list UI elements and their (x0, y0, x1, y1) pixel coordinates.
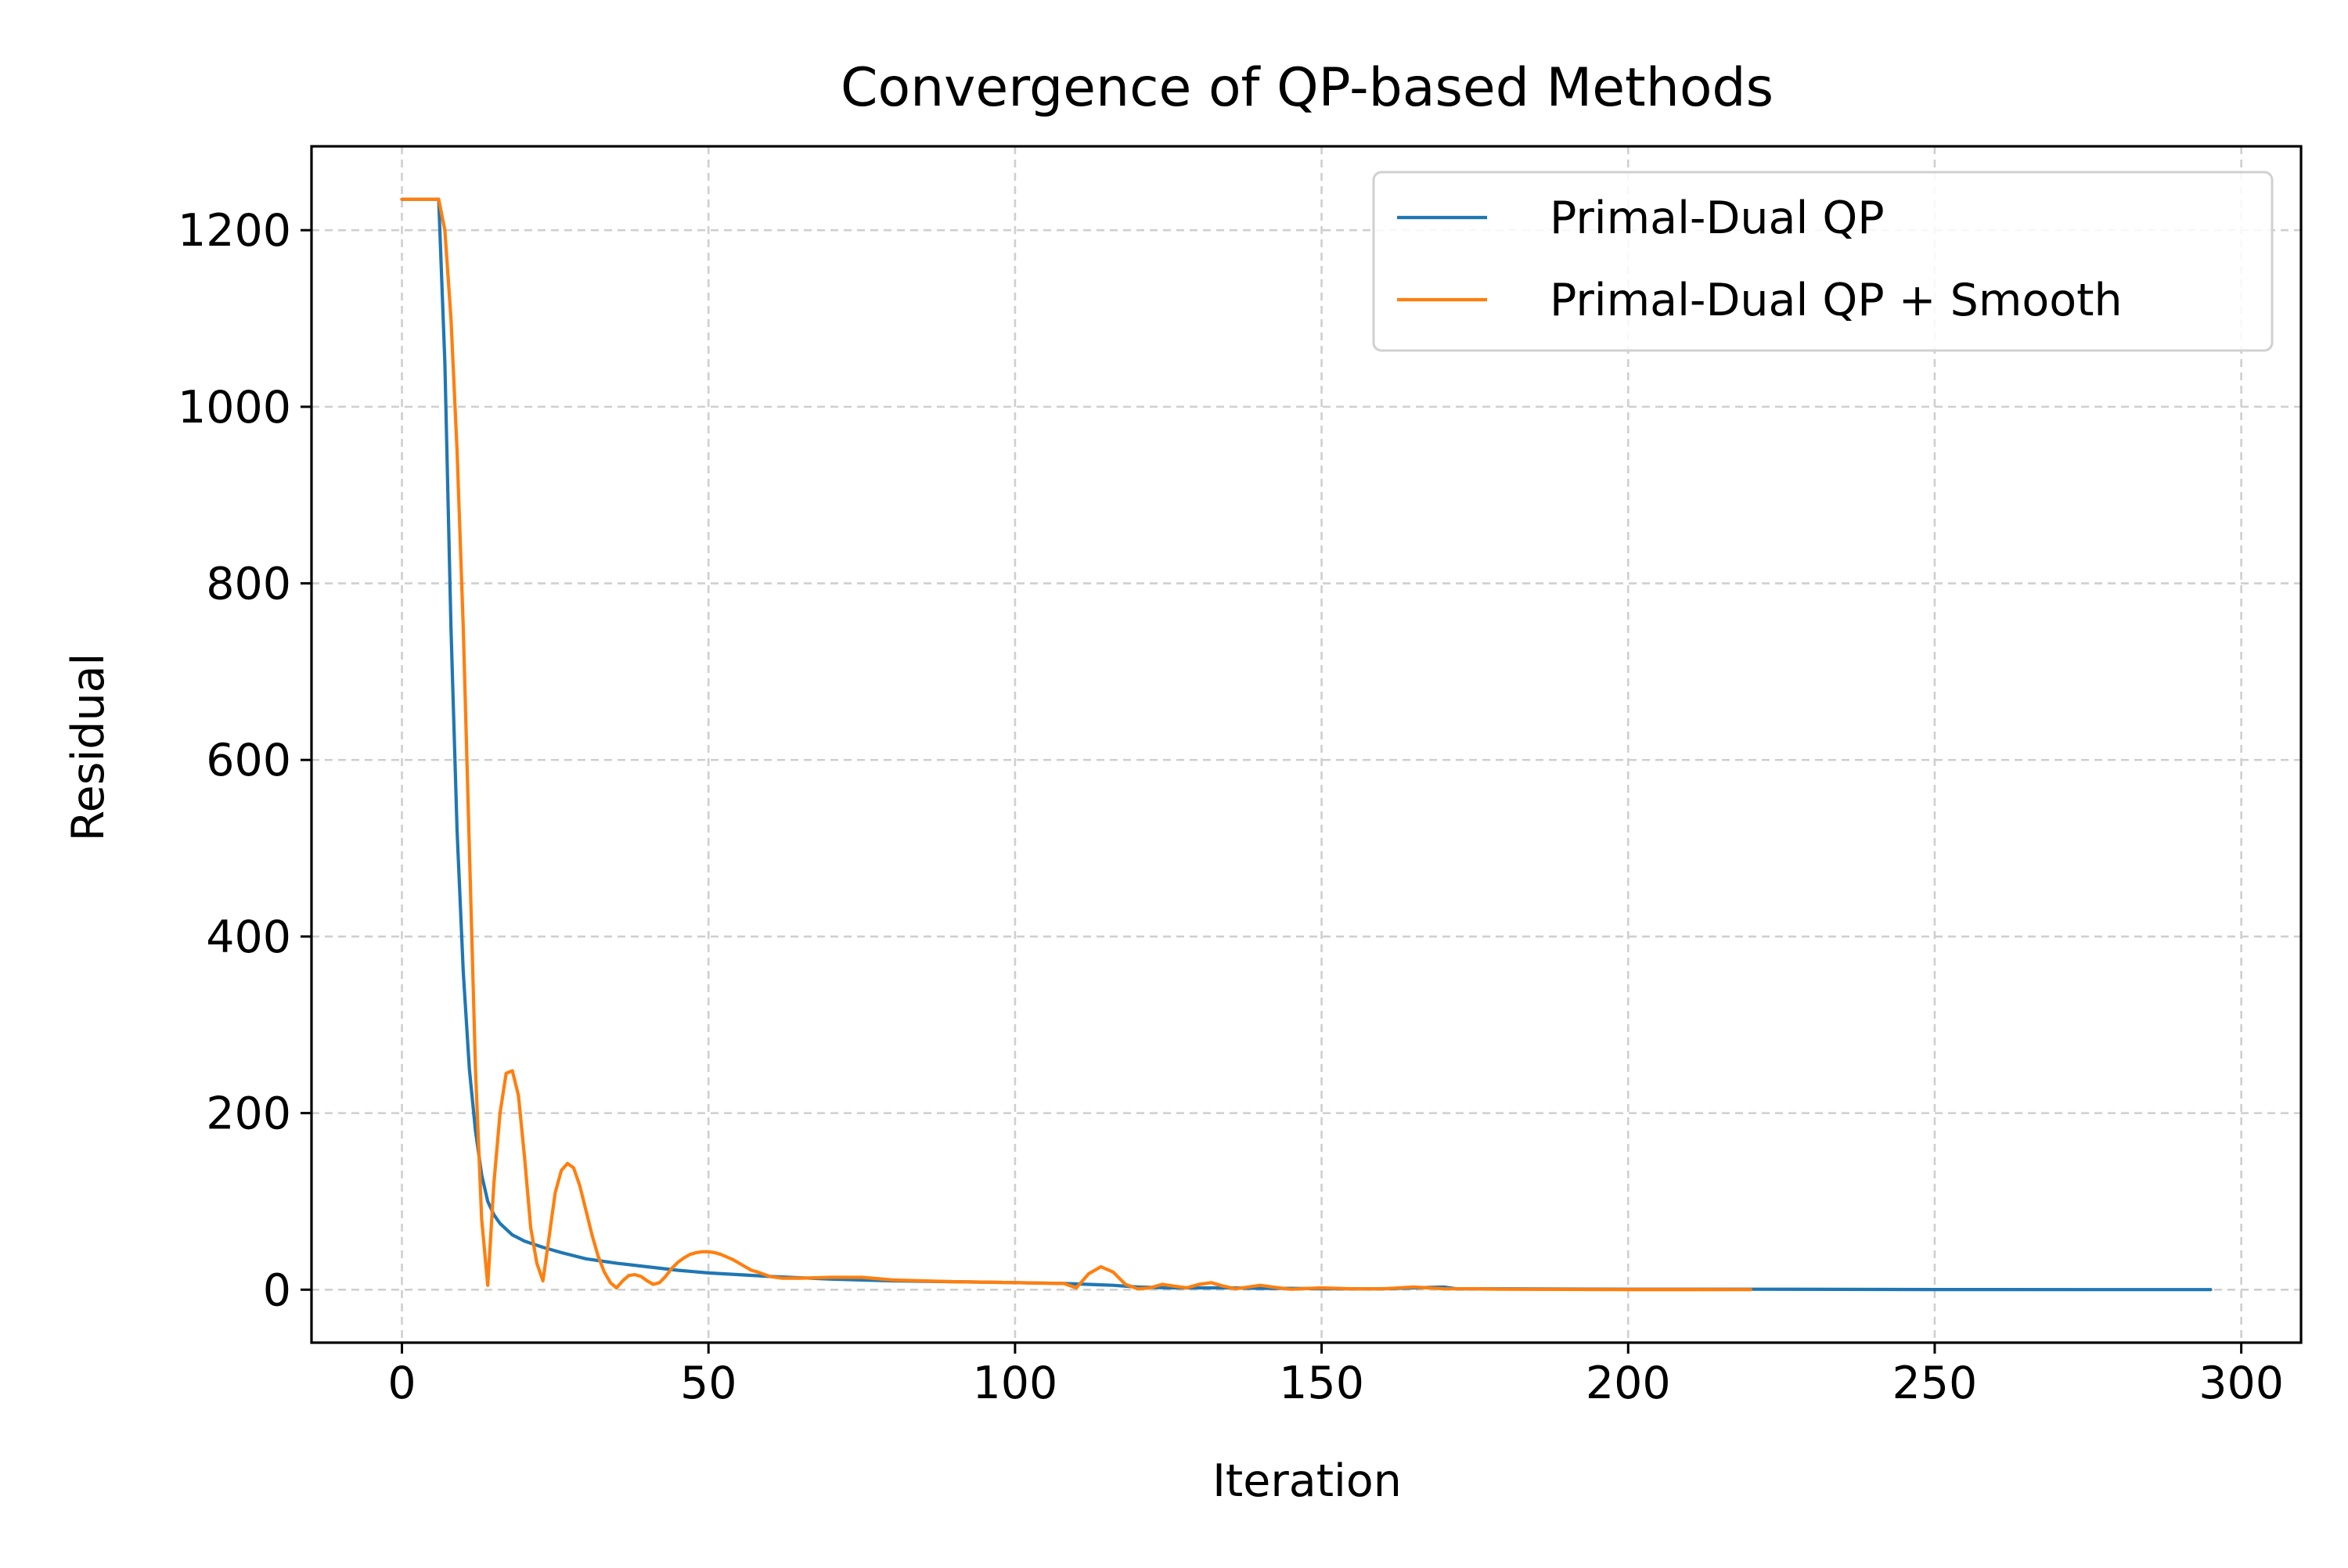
series-line-2 (400, 197, 1752, 1292)
y-tick-label: 800 (206, 559, 291, 610)
axes-frame (310, 145, 2303, 1344)
legend: Primal-Dual QP Primal-Dual QP + Smooth (1372, 171, 2274, 352)
x-tick-label: 0 (387, 1358, 416, 1409)
y-tick-label: 1200 (178, 205, 291, 257)
x-axis-label: Iteration (1212, 1455, 1402, 1507)
legend-box (1372, 171, 2274, 352)
y-tick-label: 600 (206, 735, 291, 786)
x-tick-label: 250 (1892, 1358, 1978, 1409)
axis-ticks: 0 50 100 150 200 250 300 0 200 400 600 800 1000 1200 (178, 205, 2284, 1409)
x-tick-label: 150 (1279, 1358, 1364, 1409)
x-tick-label: 200 (1586, 1358, 1671, 1409)
chart-title: Convergence of QP-based Methods (841, 57, 1774, 119)
x-tick-label: 300 (2199, 1358, 2284, 1409)
legend-label-1: Primal-Dual QP (1550, 192, 1885, 244)
y-tick-label: 0 (263, 1264, 291, 1316)
x-tick-label: 100 (973, 1358, 1058, 1409)
legend-label-2: Primal-Dual QP + Smooth (1550, 275, 2123, 326)
y-tick-label: 1000 (178, 382, 291, 433)
y-tick-label: 200 (206, 1088, 291, 1140)
x-tick-label: 50 (680, 1358, 737, 1409)
plot-series (400, 197, 2213, 1292)
y-tick-label: 400 (206, 912, 291, 963)
y-axis-label: Residual (63, 653, 114, 842)
